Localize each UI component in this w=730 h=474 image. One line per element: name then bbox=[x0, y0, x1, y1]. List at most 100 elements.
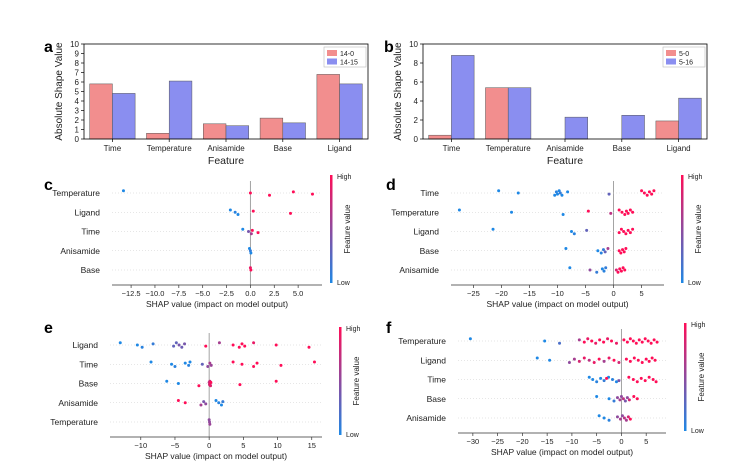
shap-point-f-Ligand-0 bbox=[535, 356, 539, 360]
shap-point-f-Ligand-21 bbox=[653, 358, 657, 362]
legend-swatch-a-14-15 bbox=[327, 58, 337, 65]
shap-point-f-Ligand-10 bbox=[607, 356, 611, 360]
feature-label-d-Temperature: Temperature bbox=[391, 207, 439, 217]
ytick-label-a-2: 2 bbox=[75, 116, 80, 125]
shap-point-e-Time-3 bbox=[183, 361, 187, 365]
xtick-label-f-4: −10 bbox=[566, 437, 579, 446]
shap-chart-d: d Time Temperature Ligand Base Anisamide −25 −2… bbox=[386, 174, 703, 309]
ytick-label-a-0: 0 bbox=[75, 135, 80, 144]
shap-point-f-Anisamide-5 bbox=[620, 414, 624, 418]
feature-label-e-Temperature: Temperature bbox=[50, 417, 98, 427]
feature-label-c-Temperature: Temperature bbox=[52, 188, 100, 198]
xtick-label-f-6: 0 bbox=[619, 437, 623, 446]
shap-point-f-Anisamide-2 bbox=[607, 418, 611, 422]
xtick-label-f-7: 5 bbox=[644, 437, 648, 446]
shap-point-d-Time-0 bbox=[497, 189, 501, 193]
x-axis-label-d: SHAP value (impact on model output) bbox=[486, 299, 628, 309]
shap-point-d-Ligand-8 bbox=[626, 228, 630, 232]
feature-label-c-Anisamide: Anisamide bbox=[60, 246, 100, 256]
shap-point-d-Time-7 bbox=[560, 193, 564, 197]
bar-b-5-16-Base bbox=[621, 115, 645, 140]
xtick-label-b-Base: Base bbox=[613, 144, 632, 153]
x-axis-label-a: Feature bbox=[208, 155, 244, 167]
xtick-label-c-2: −7.5 bbox=[171, 289, 186, 298]
shap-point-e-Anisamide-8 bbox=[221, 400, 225, 404]
shap-point-f-Base-9 bbox=[627, 398, 631, 402]
xtick-label-f-0: −30 bbox=[466, 437, 479, 446]
shap-point-f-Time-7 bbox=[614, 380, 618, 384]
colorbar-c bbox=[330, 175, 333, 283]
feature-label-e-Anisamide: Anisamide bbox=[58, 398, 98, 408]
shap-point-e-Ligand-12 bbox=[237, 345, 241, 349]
xtick-label-c-4: −2.5 bbox=[219, 289, 234, 298]
shap-point-d-Ligand-0 bbox=[491, 227, 495, 231]
colorbar-title-d: Feature value bbox=[694, 204, 703, 253]
shap-point-f-Base-7 bbox=[623, 399, 627, 403]
xtick-label-c-6: 2.5 bbox=[269, 289, 279, 298]
shap-point-d-Anisamide-5 bbox=[604, 266, 608, 270]
shap-point-d-Anisamide-9 bbox=[619, 269, 623, 273]
shap-point-c-Ligand-4 bbox=[289, 211, 292, 215]
ytick-label-a-8: 8 bbox=[75, 59, 80, 68]
shap-point-e-Time-9 bbox=[209, 363, 213, 367]
shap-point-d-Base-7 bbox=[619, 251, 623, 255]
ytick-label-b-0: 0 bbox=[414, 135, 419, 144]
shap-point-d-Ligand-4 bbox=[617, 231, 621, 235]
xtick-label-e-3: 5 bbox=[241, 441, 245, 450]
colorbar-e bbox=[339, 327, 342, 435]
xtick-label-a-Temperature: Temperature bbox=[147, 144, 192, 153]
shap-point-f-Ligand-15 bbox=[632, 356, 636, 360]
shap-point-c-Ligand-1 bbox=[233, 210, 237, 214]
x-axis-label-b: Feature bbox=[547, 155, 583, 167]
panel-label-d: d bbox=[386, 177, 396, 194]
shap-point-f-Ligand-11 bbox=[612, 358, 616, 362]
shap-point-f-Ligand-16 bbox=[636, 358, 640, 362]
shap-point-c-Time-3 bbox=[250, 228, 254, 232]
xtick-label-d-1: −20 bbox=[495, 289, 508, 298]
bar-b-5-0-Temperature bbox=[485, 87, 509, 140]
shap-point-d-Temperature-2 bbox=[561, 212, 565, 216]
bar-chart-b: b 0 2 4 6 8 10 Time Temperature Anisamide Base Liga… bbox=[384, 39, 708, 167]
bar-a-14-0-Base bbox=[259, 117, 284, 140]
shap-point-f-Ligand-2 bbox=[567, 360, 571, 364]
colorbar-high-f: High bbox=[691, 322, 706, 329]
colorbar-title-e: Feature value bbox=[352, 356, 361, 405]
shap-point-e-Base-8 bbox=[209, 380, 213, 384]
shap-point-e-Base-9 bbox=[238, 383, 242, 387]
bar-b-5-0-Time bbox=[428, 134, 452, 140]
shap-point-d-Temperature-7 bbox=[623, 212, 627, 216]
shap-point-e-Ligand-9 bbox=[204, 344, 208, 348]
shap-point-f-Ligand-8 bbox=[597, 357, 601, 361]
shap-point-e-Temperature-0 bbox=[207, 418, 211, 422]
legend-swatch-a-14-0 bbox=[327, 50, 337, 56]
shap-point-d-Anisamide-8 bbox=[618, 267, 622, 271]
shap-point-d-Anisamide-6 bbox=[614, 268, 618, 272]
shap-point-f-Base-5 bbox=[619, 395, 623, 399]
xtick-label-b-Anisamide: Anisamide bbox=[546, 144, 584, 153]
shap-point-d-Ligand-3 bbox=[585, 228, 589, 232]
feature-label-e-Base: Base bbox=[79, 379, 99, 389]
feature-label-f-Temperature: Temperature bbox=[398, 336, 446, 346]
xtick-label-f-3: −15 bbox=[541, 437, 554, 446]
xtick-label-c-5: 0.0 bbox=[245, 289, 255, 298]
bar-a-14-15-Temperature bbox=[168, 80, 193, 140]
ytick-label-a-9: 9 bbox=[75, 50, 80, 59]
shap-point-d-Time-14 bbox=[650, 192, 654, 196]
shap-point-f-Temperature-15 bbox=[628, 337, 632, 341]
bar-a-14-15-Time bbox=[112, 93, 136, 140]
shap-point-f-Time-9 bbox=[617, 379, 621, 383]
shap-point-f-Time-2 bbox=[595, 380, 599, 384]
shap-point-f-Time-12 bbox=[635, 380, 639, 384]
bar-a-14-0-Temperature bbox=[146, 133, 170, 140]
xtick-label-f-2: −20 bbox=[516, 437, 529, 446]
shap-point-d-Base-0 bbox=[564, 247, 568, 251]
legend-swatch-b-5-0 bbox=[666, 50, 676, 56]
feature-label-c-Base: Base bbox=[81, 265, 101, 275]
shap-point-f-Anisamide-9 bbox=[628, 417, 632, 421]
shap-point-f-Time-3 bbox=[599, 376, 603, 380]
bar-a-14-0-Anisamide bbox=[203, 123, 227, 140]
shap-point-d-Anisamide-10 bbox=[621, 266, 625, 270]
shap-point-e-Ligand-17 bbox=[307, 345, 311, 349]
shap-point-f-Time-13 bbox=[639, 376, 643, 380]
